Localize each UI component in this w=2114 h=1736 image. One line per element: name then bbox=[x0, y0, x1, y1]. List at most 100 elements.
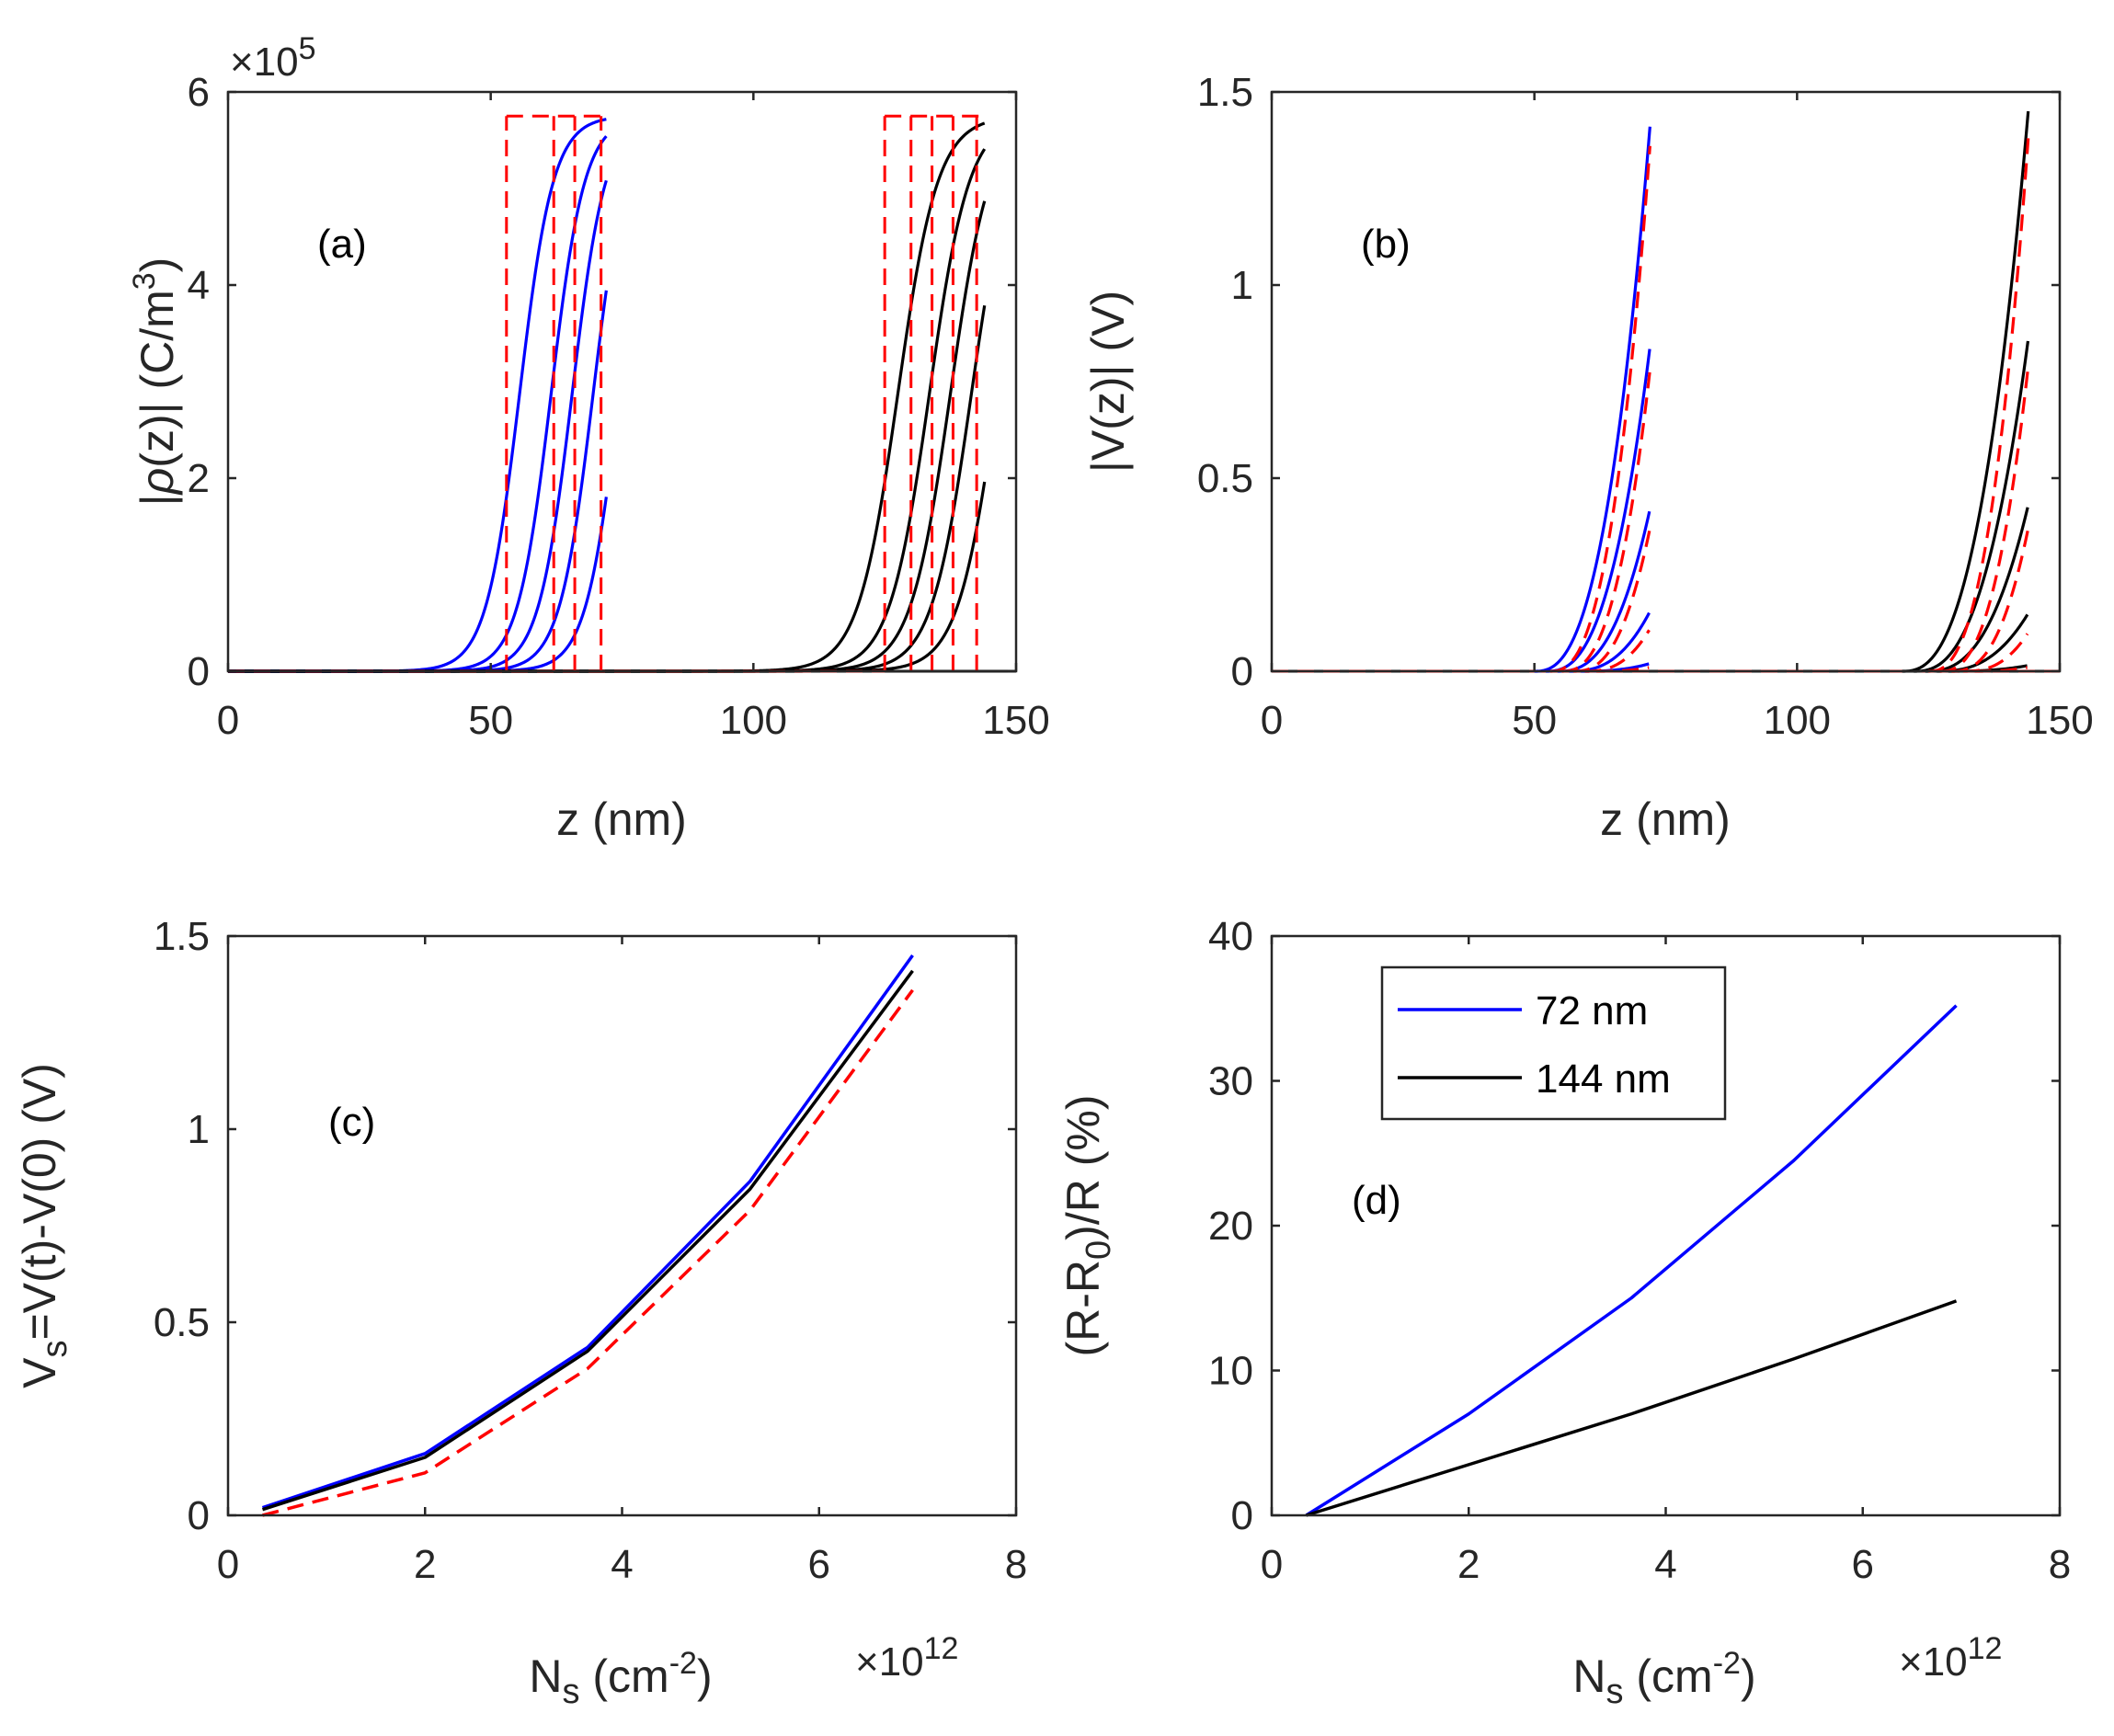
panel-c-xtick-label: 4 bbox=[611, 1542, 633, 1587]
panel-d-x-exponent-power: 12 bbox=[1968, 1631, 2003, 1666]
panel-d-xtick-label: 6 bbox=[1852, 1542, 1874, 1587]
panel-b-ticks: 0 50 100 150 0 0.5 1 1.5 bbox=[1197, 70, 2094, 743]
panel-b-series-1-curve bbox=[1549, 145, 1651, 673]
panel-a-ytick-label: 0 bbox=[188, 649, 210, 694]
panel-d-xtick-label: 8 bbox=[2049, 1542, 2071, 1587]
panel-d-xtick-label: 4 bbox=[1654, 1542, 1676, 1587]
panel-c-ylabel-post: =V(t)-V(0) (V) bbox=[14, 1063, 65, 1340]
panel-d-ytick-label: 0 bbox=[1231, 1493, 1253, 1538]
panel-b-ytick-label: 0.5 bbox=[1197, 456, 1253, 501]
panel-c-ytick-label: 0.5 bbox=[154, 1300, 210, 1345]
panel-c-ytick-label: 1 bbox=[188, 1107, 210, 1152]
panel-a-ylabel-post: (z)| (C/m bbox=[131, 290, 183, 467]
panel-c-xtick-label: 6 bbox=[808, 1542, 830, 1587]
panel-b-series-1-curve bbox=[1561, 371, 1651, 673]
panel-a-ylabel-pre: | bbox=[131, 494, 183, 506]
panel-d-legend: 72 nm 144 nm bbox=[1380, 965, 1727, 1121]
panel-a-ylabel: |ρ(z)| (C/m3) bbox=[127, 257, 183, 507]
panel-d-xlabel-pre: N bbox=[1572, 1650, 1605, 1702]
panel-a: 0 50 100 150 0 2 4 6 (a) z (nm) |ρ(z)| (C/m3) ×… bbox=[127, 31, 1050, 845]
panel-d-ytick-label: 10 bbox=[1208, 1349, 1253, 1394]
panel-a-ytick-label: 6 bbox=[188, 70, 210, 115]
panel-c-xlabel: Ns (cm-2) bbox=[529, 1646, 712, 1711]
panel-c-xlabel-end: ) bbox=[697, 1650, 713, 1702]
panel-c-ylabel-pre: V bbox=[14, 1357, 65, 1388]
panel-a-ylabel-end: ) bbox=[131, 257, 183, 273]
panel-c-xlabel-sup: -2 bbox=[669, 1646, 697, 1681]
panel-b: 0 50 100 150 0 0.5 1 1.5 (b) z (nm) |V(z)| (V) bbox=[1082, 70, 2094, 845]
panel-b-ytick-label: 1.5 bbox=[1197, 70, 1253, 115]
panel-c-ylabel: Vs=V(t)-V(0) (V) bbox=[14, 1063, 74, 1388]
panel-b-series-0-curve bbox=[1534, 126, 1651, 673]
panel-b-series-2-curve bbox=[1914, 340, 2030, 673]
panel-d-xlabel-sub: s bbox=[1606, 1673, 1624, 1711]
panel-a-xlabel: z (nm) bbox=[556, 794, 687, 845]
panel-b-xlabel: z (nm) bbox=[1600, 794, 1731, 845]
panel-b-axes-box bbox=[1270, 90, 2062, 673]
panel-a-label: (a) bbox=[317, 222, 367, 267]
panel-a-ylabel-sup: 3 bbox=[127, 272, 162, 290]
panel-d-xlabel: Ns (cm-2) bbox=[1572, 1646, 1755, 1711]
panel-d-ticks: 0 2 4 6 8 0 10 20 30 40 bbox=[1208, 914, 2071, 1587]
legend-box bbox=[1380, 965, 1727, 1121]
panel-c-xtick-label: 0 bbox=[217, 1542, 239, 1587]
panel-b-xtick-label: 100 bbox=[1764, 698, 1831, 743]
panel-d-ylabel-post: )/R (%) bbox=[1057, 1095, 1109, 1240]
panel-a-ytick-label: 4 bbox=[188, 263, 210, 308]
panel-c-curves bbox=[261, 954, 914, 1517]
panel-c-xtick-label: 8 bbox=[1005, 1542, 1027, 1587]
panel-d-ylabel-sub: 0 bbox=[1080, 1240, 1118, 1260]
panel-b-ylabel: |V(z)| (V) bbox=[1082, 291, 1134, 473]
legend-label-144nm: 144 nm bbox=[1536, 1056, 1671, 1102]
panel-c-xlabel-pre: N bbox=[529, 1650, 562, 1702]
panel-c-xlabel-mid: (cm bbox=[580, 1650, 669, 1702]
panel-a-xtick-label: 150 bbox=[982, 698, 1049, 743]
panel-c-label: (c) bbox=[328, 1100, 375, 1145]
panel-b-xtick-label: 0 bbox=[1261, 698, 1283, 743]
panel-d-ytick-label: 40 bbox=[1208, 914, 1253, 959]
panel-c-x-exponent: ×1012 bbox=[855, 1631, 958, 1685]
panel-d-ylabel: (R-R0)/R (%) bbox=[1057, 1095, 1118, 1357]
panel-d-xlabel-mid: (cm bbox=[1624, 1650, 1713, 1702]
panel-d-xlabel-end: ) bbox=[1741, 1650, 1756, 1702]
panel-d-x-exponent-prefix: ×10 bbox=[1899, 1639, 1968, 1685]
panel-b-series-2-curve bbox=[1902, 110, 2030, 673]
panel-a-ytick-label: 2 bbox=[188, 456, 210, 501]
panel-a-ticks: 0 50 100 150 0 2 4 6 bbox=[188, 70, 1050, 743]
panel-b-series-3-curve bbox=[1928, 138, 2030, 673]
panel-c-ytick-label: 1.5 bbox=[154, 914, 210, 959]
panel-c-xlabel-sub: s bbox=[563, 1673, 580, 1711]
panel-d-label: (d) bbox=[1352, 1178, 1401, 1223]
panel-a-ylabel-rho: ρ bbox=[131, 468, 183, 497]
panel-c-x-exponent-power: 12 bbox=[924, 1631, 959, 1666]
panel-a-xtick-label: 100 bbox=[720, 698, 787, 743]
panel-a-y-exponent-prefix: ×10 bbox=[230, 40, 299, 85]
panel-b-xtick-label: 150 bbox=[2026, 698, 2093, 743]
panel-c-series-2-line bbox=[262, 988, 914, 1517]
panel-d-xtick-label: 0 bbox=[1261, 1542, 1283, 1587]
panel-b-series-3-curve bbox=[1939, 368, 2030, 673]
panel-d-ylabel-pre: (R-R bbox=[1057, 1260, 1109, 1357]
panel-d-xtick-label: 2 bbox=[1457, 1542, 1480, 1587]
legend-label-72nm: 72 nm bbox=[1536, 988, 1648, 1034]
panel-b-xtick-label: 50 bbox=[1512, 698, 1557, 743]
panel-d-curves bbox=[1305, 1004, 1958, 1517]
panel-c-series-0-line bbox=[261, 954, 914, 1510]
panel-b-label: (b) bbox=[1361, 222, 1411, 267]
panel-d-ytick-label: 30 bbox=[1208, 1059, 1253, 1104]
panel-d-ytick-label: 20 bbox=[1208, 1204, 1253, 1249]
panel-d-x-exponent: ×1012 bbox=[1899, 1631, 2002, 1685]
panel-a-y-exponent-power: 5 bbox=[299, 31, 316, 66]
panel-c-xtick-label: 2 bbox=[414, 1542, 436, 1587]
panel-d-series-1-line bbox=[1305, 1299, 1958, 1517]
panel-c: 0 2 4 6 800.511.5 (c) Ns (cm-2) ×1012 Vs=V(t… bbox=[14, 914, 1027, 1711]
panel-c-ticks: 0 2 4 6 8 0 0.5 1 1.5 bbox=[154, 914, 1027, 1587]
panel-d-series-0-line bbox=[1305, 1004, 1958, 1517]
panel-c-ylabel-sub: s bbox=[36, 1341, 74, 1358]
panel-a-xtick-label: 50 bbox=[468, 698, 513, 743]
panel-c-series-1-line bbox=[261, 969, 914, 1512]
panel-c-ytick-label: 0 bbox=[188, 1493, 210, 1538]
